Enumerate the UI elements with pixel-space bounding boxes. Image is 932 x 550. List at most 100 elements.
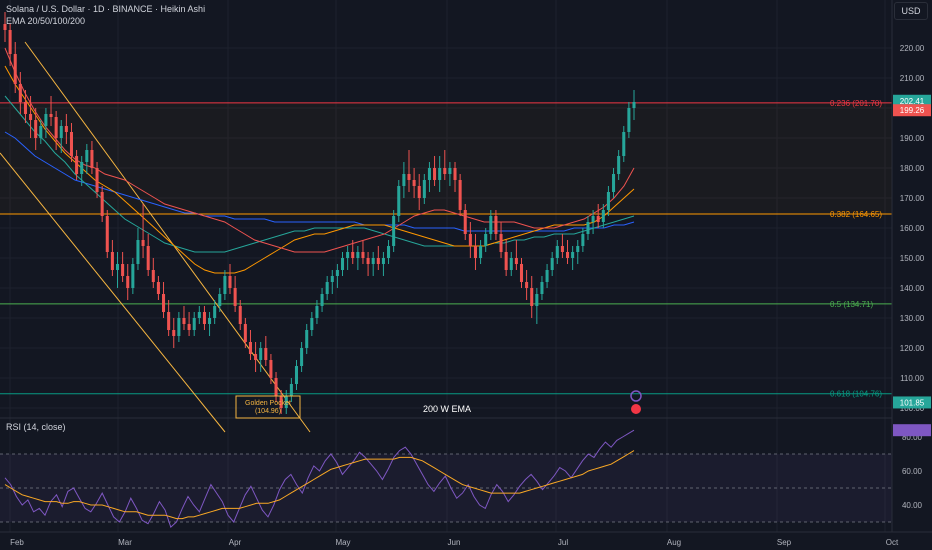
candle-body <box>100 192 104 216</box>
candle-body <box>213 306 217 318</box>
candle-body <box>310 318 314 330</box>
candle-body <box>586 222 590 234</box>
candle-body <box>238 306 242 324</box>
candle-body <box>320 294 324 306</box>
ema50-line <box>4 65 635 274</box>
candle-body <box>402 174 406 186</box>
candle-body <box>300 348 304 366</box>
channel-lower <box>0 152 226 433</box>
candle-body <box>141 240 145 246</box>
candle-body <box>412 180 416 186</box>
candle-body <box>387 246 391 258</box>
candle-body <box>545 270 549 282</box>
fib-label: 0.382 (164.65) <box>830 210 882 219</box>
candle-body <box>458 180 462 210</box>
currency-button[interactable]: USD <box>894 2 928 20</box>
candle-body <box>591 216 595 222</box>
candle-body <box>325 282 329 294</box>
candle-body <box>571 252 575 258</box>
candle-body <box>555 246 559 258</box>
ema100-line <box>4 95 635 253</box>
y-tick-label: 190.00 <box>900 134 925 143</box>
candle-body <box>617 156 621 174</box>
candle-body <box>632 102 636 108</box>
candle-body <box>80 162 84 174</box>
candle-body <box>243 324 247 342</box>
candle-body <box>75 156 79 174</box>
rsi-label: RSI (14, close) <box>6 422 66 432</box>
candle-body <box>448 168 452 174</box>
candle-body <box>162 294 166 312</box>
candle-body <box>540 282 544 294</box>
rsi-line <box>4 429 635 528</box>
y-tick-label: 140.00 <box>900 284 925 293</box>
y-tick-label: 220.00 <box>900 44 925 53</box>
fib-label: 0.618 (104.76) <box>830 390 882 399</box>
candle-body <box>535 294 539 306</box>
candle-body <box>126 276 130 288</box>
x-tick-label: Mar <box>118 538 132 547</box>
event-icon <box>630 390 642 402</box>
descending-channel <box>0 41 311 433</box>
candle-body <box>565 252 570 258</box>
candle-body <box>254 354 258 360</box>
candle-body <box>167 312 171 330</box>
candle-body <box>356 252 360 258</box>
x-tick-label: Oct <box>886 538 899 547</box>
annotations: Golden Pocket(104.96) 200 W EMA <box>235 390 642 419</box>
candle-body <box>208 318 212 324</box>
candle-body <box>274 378 278 396</box>
x-tick-label: Sep <box>777 538 792 547</box>
price-label-tag <box>893 104 931 117</box>
price-label-tag <box>893 94 931 107</box>
candle-body <box>427 168 431 180</box>
price-label-text: 199.26 <box>900 106 925 115</box>
y-tick-label: 210.00 <box>900 74 925 83</box>
candle-body <box>392 216 396 246</box>
x-tick-label: Jul <box>558 538 568 547</box>
candle-body <box>54 117 58 138</box>
y-tick-label: 110.00 <box>900 374 924 383</box>
candle-body <box>192 318 196 330</box>
candle-body <box>85 150 89 162</box>
candle-body <box>289 384 293 396</box>
candle-body <box>59 126 63 138</box>
candle-body <box>361 252 365 258</box>
candle-body <box>294 366 299 384</box>
price-label-tag <box>893 396 931 409</box>
candle-body <box>479 246 483 258</box>
event-icon <box>631 404 641 414</box>
candle-body <box>433 168 437 180</box>
candle-body <box>23 102 27 114</box>
candle-body <box>514 258 518 264</box>
candle-body <box>156 282 160 294</box>
candle-body <box>381 258 385 264</box>
candle-body <box>218 294 222 306</box>
candle-body <box>248 342 252 354</box>
candle-body <box>110 252 114 270</box>
candle-body <box>422 180 426 198</box>
candle-body <box>8 30 12 54</box>
candle-body <box>453 168 457 180</box>
channel-upper <box>24 41 311 433</box>
candle-body <box>305 330 309 348</box>
candle-body <box>407 174 411 180</box>
ema-lines <box>4 47 635 274</box>
y-tick-label: 170.00 <box>900 194 925 203</box>
candle-body <box>504 252 508 270</box>
candle-body <box>519 264 524 282</box>
candle-body <box>264 348 268 360</box>
chart-title: Solana / U.S. Dollar · 1D · BINANCE · He… <box>6 4 206 14</box>
price-axis <box>892 0 932 550</box>
fib-label: 0.236 (201.70) <box>830 99 882 108</box>
candle-body <box>612 174 616 192</box>
candle-body <box>499 234 503 252</box>
candle-body <box>18 84 22 102</box>
candle-body <box>3 24 7 30</box>
price-label-text: 202.41 <box>900 97 925 106</box>
candle-body <box>115 264 120 270</box>
candle-body <box>581 234 585 246</box>
candle-body <box>121 264 125 276</box>
candle-body <box>606 192 610 210</box>
